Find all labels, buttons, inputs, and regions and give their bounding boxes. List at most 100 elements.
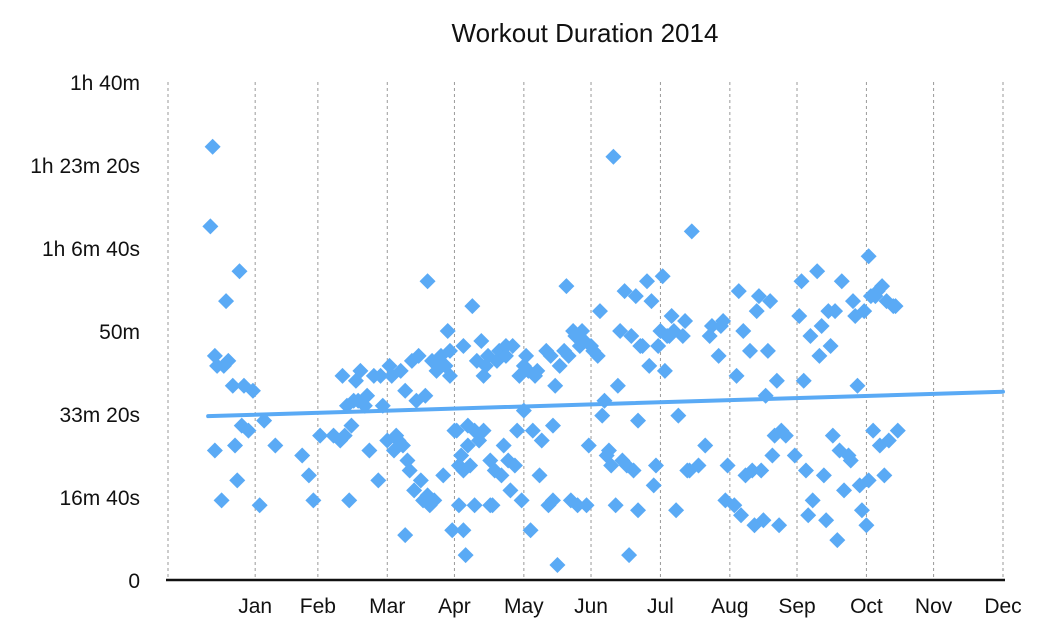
data-point-16 [244,382,261,399]
data-point-198 [728,367,745,384]
data-point-209 [755,512,772,529]
data-point-208 [753,462,770,479]
data-point-224 [800,507,817,524]
data-point-94 [475,422,492,439]
data-point-229 [813,318,830,335]
data-point-248 [858,517,875,534]
x-tick-label-may: May [504,595,544,618]
data-point-206 [748,303,765,320]
data-point-171 [645,477,662,494]
data-point-109 [504,337,521,354]
data-point-122 [531,467,548,484]
data-point-179 [663,308,680,325]
trend-line [206,389,1005,419]
data-point-0 [204,138,221,155]
data-point-170 [643,293,660,310]
data-point-119 [524,422,541,439]
data-point-234 [824,427,841,444]
data-point-154 [607,497,624,514]
data-point-261 [887,298,904,315]
data-point-246 [853,502,870,519]
x-tick-label-jul: Jul [647,595,674,618]
data-point-151 [600,442,617,459]
data-point-184 [677,313,694,330]
data-point-236 [829,532,846,549]
data-point-228 [811,347,828,364]
y-tick-label-3: 50m [99,321,140,344]
data-point-181 [668,502,685,519]
data-point-194 [715,313,732,330]
data-point-99 [484,497,501,514]
data-point-11 [229,472,246,489]
data-point-153 [605,148,622,165]
data-point-73 [441,367,458,384]
data-point-225 [802,327,819,344]
data-point-187 [683,223,700,240]
data-point-78 [450,497,467,514]
data-points [202,138,906,574]
data-point-49 [394,437,411,454]
data-point-87 [464,298,481,315]
y-tick-labels: 0 16m 40s 33m 20s 50m 1h 6m 40s 1h 23m 20s 1h … [30,72,140,593]
y-tick-label-4: 1h 6m 40s [42,238,140,261]
data-point-242 [844,293,861,310]
data-point-252 [865,422,882,439]
data-point-244 [849,377,866,394]
y-tick-label-1: 16m 40s [59,487,140,510]
data-point-142 [578,497,595,514]
data-point-48 [392,362,409,379]
data-point-71 [439,323,456,339]
data-point-221 [793,273,810,290]
data-point-65 [426,492,443,509]
x-tick-label-apr: Apr [438,595,471,618]
data-point-152 [603,457,620,474]
data-point-129 [547,377,564,394]
data-point-123 [533,432,550,449]
data-point-257 [876,467,893,484]
data-point-107 [500,452,517,469]
y-tick-label-6: 1h 40m [70,72,140,95]
data-point-196 [719,457,736,474]
data-point-175 [654,268,671,285]
data-point-204 [744,462,761,479]
data-point-133 [558,278,575,295]
data-point-146 [589,347,606,364]
data-point-92 [473,332,490,349]
data-point-191 [703,318,720,335]
data-point-162 [625,462,642,479]
y-tick-label-5: 1h 23m 20s [30,155,140,178]
data-point-79 [453,447,470,464]
y-tick-label-2: 33m 20s [59,404,140,427]
data-point-138 [569,497,586,514]
data-point-88 [466,497,483,514]
data-point-143 [580,437,597,454]
data-point-172 [647,457,664,474]
data-point-131 [551,357,568,374]
data-point-29 [341,492,358,509]
data-point-199 [730,283,747,300]
data-point-147 [591,303,608,320]
data-point-220 [791,308,808,325]
data-point-111 [509,422,526,439]
data-point-18 [256,412,273,429]
data-point-74 [444,522,461,539]
data-point-30 [343,417,360,434]
data-point-10 [227,437,244,454]
data-point-23 [312,427,329,444]
data-point-80 [455,337,472,354]
data-point-189 [697,437,714,454]
data-point-72 [441,342,458,359]
data-point-219 [786,447,803,464]
data-point-241 [842,452,859,469]
data-point-1 [202,218,219,235]
data-point-249 [860,248,877,265]
data-point-76 [448,422,465,439]
data-point-118 [522,522,539,539]
data-point-197 [726,497,743,514]
data-point-227 [809,263,826,280]
data-point-210 [757,387,774,404]
data-point-215 [768,372,785,389]
data-point-259 [880,432,897,449]
x-tick-label-dec: Dec [984,595,1021,618]
